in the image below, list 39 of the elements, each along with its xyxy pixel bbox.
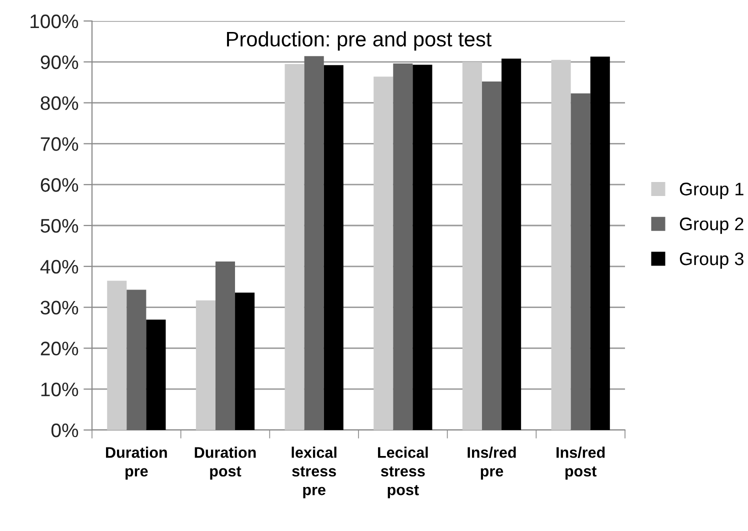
- bar: [146, 320, 166, 430]
- bar: [284, 64, 304, 430]
- x-tick-label: Lecical stress post: [378, 446, 428, 498]
- y-tick-label: 30%: [40, 300, 78, 315]
- y-tick-label: 70%: [40, 137, 78, 151]
- y-tick-label: 40%: [40, 260, 78, 274]
- x-tick-label: Ins/red pre: [468, 446, 516, 480]
- bar: [551, 60, 571, 430]
- y-tick-label: 20%: [40, 342, 78, 356]
- x-tick-label: Duration pre: [106, 446, 167, 480]
- y-tick-label: 50%: [40, 218, 78, 233]
- bar: [482, 82, 502, 430]
- y-tick-label: 90%: [40, 55, 78, 70]
- bar: [412, 64, 432, 430]
- x-tick-label: Duration post: [194, 446, 256, 480]
- bar: [196, 300, 216, 430]
- bar: [304, 56, 324, 430]
- y-tick-label: 60%: [40, 178, 78, 192]
- bar: [570, 93, 590, 430]
- y-tick-label: 0%: [51, 423, 78, 438]
- y-tick-label: 100%: [30, 14, 78, 28]
- bar: [324, 65, 344, 430]
- y-tick-label: 80%: [40, 96, 78, 110]
- legend-label: Group 3: [680, 252, 744, 269]
- bar: [215, 261, 236, 430]
- bar: [235, 292, 255, 430]
- bar: [107, 280, 127, 430]
- x-tick-label: Ins/red post: [556, 446, 605, 480]
- bar: [462, 62, 482, 430]
- chart-title: Production: pre and post test: [227, 31, 492, 51]
- bar: [393, 64, 413, 430]
- legend-label: Group 2: [680, 218, 744, 234]
- bar: [374, 76, 394, 430]
- y-tick-label: 10%: [41, 382, 78, 396]
- bar: [126, 290, 146, 430]
- legend-label: Group 1: [680, 182, 744, 200]
- bar: [502, 58, 522, 430]
- bar: [590, 56, 610, 430]
- x-tick-label: lexical stress pre: [292, 446, 336, 498]
